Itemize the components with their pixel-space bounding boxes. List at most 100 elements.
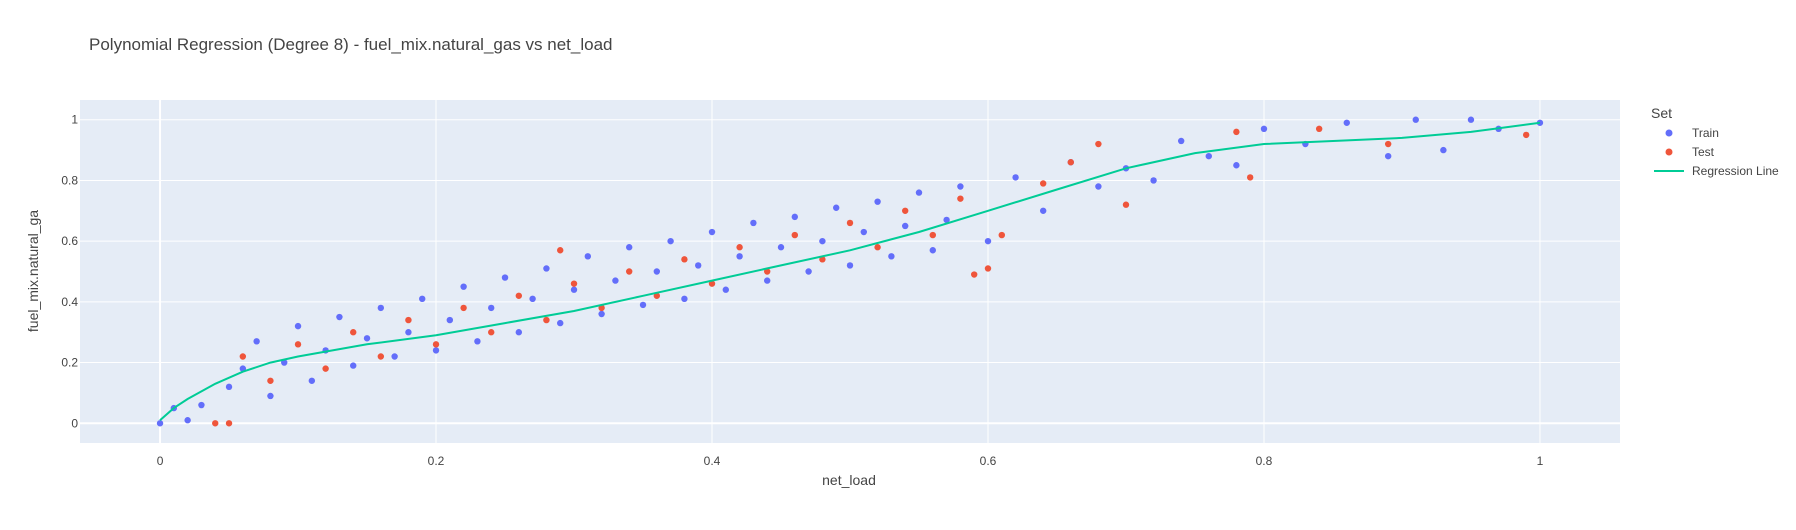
test-point	[488, 329, 495, 336]
test-point	[653, 292, 661, 299]
train-point	[888, 253, 895, 260]
test-point	[791, 231, 799, 239]
train-point	[1343, 119, 1350, 126]
test-point	[874, 244, 881, 251]
train-point	[1440, 146, 1447, 154]
regression-layer	[159, 121, 1541, 421]
regression-line	[159, 121, 1541, 421]
train-point	[612, 277, 619, 284]
test-point	[377, 353, 385, 360]
test-point	[819, 256, 826, 263]
train-point	[708, 228, 716, 236]
test-point	[598, 304, 605, 312]
train-point	[1177, 137, 1185, 145]
train-point	[860, 228, 867, 236]
train-point	[419, 295, 426, 303]
legend-swatch-marker	[1665, 148, 1673, 156]
legend-items: Train Test Regression Line	[1654, 126, 1779, 178]
train-point	[515, 329, 523, 336]
y-tick-label: 0	[71, 416, 78, 430]
legend-label: Regression Line	[1692, 164, 1779, 178]
train-point	[667, 237, 674, 245]
train-point	[570, 286, 578, 293]
train-point	[405, 329, 412, 336]
train-point	[819, 237, 826, 245]
test-point	[957, 195, 964, 202]
plot-background	[80, 100, 1620, 443]
test-point	[1067, 159, 1074, 166]
train-point	[833, 204, 840, 211]
test-point	[970, 271, 978, 278]
test-point	[239, 353, 247, 360]
train-point	[901, 222, 909, 230]
test-point	[1122, 201, 1130, 208]
y-tick-label: 0.2	[61, 356, 78, 370]
x-tick-label: 0.2	[428, 454, 445, 468]
test-point	[322, 365, 329, 372]
test-point	[267, 377, 274, 384]
test-point	[626, 268, 633, 275]
train-point	[1233, 162, 1240, 169]
train-point	[1095, 183, 1102, 190]
x-tick-label: 0.6	[980, 454, 997, 468]
test-point	[681, 256, 688, 263]
train-point	[929, 247, 936, 254]
train-point	[377, 304, 385, 312]
x-tick-label: 0.8	[1256, 454, 1273, 468]
test-point	[998, 231, 1005, 239]
train-point	[460, 283, 467, 290]
test-point	[1095, 140, 1102, 148]
train-point	[184, 417, 191, 424]
train-point	[957, 183, 964, 190]
train-point	[350, 362, 357, 369]
test-point	[405, 316, 412, 324]
test-point	[460, 304, 467, 312]
train-point	[1039, 207, 1047, 214]
tick-labels: 0 0.2 0.4 0.6 0.8 1 0 0.2 0.4 0.6 0.8 1	[61, 113, 1543, 468]
train-point	[1467, 116, 1475, 123]
test-point	[1246, 174, 1254, 181]
train-point	[543, 265, 550, 272]
test-point	[846, 219, 854, 227]
train-point	[805, 268, 812, 275]
train-point	[432, 347, 440, 354]
x-axis-label: net_load	[822, 472, 876, 488]
test-point	[212, 420, 219, 427]
train-point	[722, 286, 730, 293]
y-tick-label: 0.8	[61, 173, 78, 187]
x-tick-label: 0.4	[704, 454, 721, 468]
test-point	[1315, 125, 1323, 133]
train-point	[446, 316, 454, 324]
legend-label: Test	[1692, 145, 1715, 159]
test-point	[929, 231, 936, 239]
train-point	[1205, 152, 1212, 160]
test-point	[294, 341, 302, 348]
train-point	[736, 253, 743, 260]
train-point	[943, 216, 950, 224]
train-point	[681, 295, 688, 303]
legend-swatch-marker	[1665, 129, 1673, 137]
test-point	[543, 316, 550, 324]
train-point	[791, 213, 799, 221]
train-point	[1150, 177, 1157, 184]
train-point	[1012, 174, 1019, 181]
legend-title: Set	[1651, 105, 1672, 121]
train-point	[474, 338, 481, 345]
test-point	[1039, 180, 1047, 187]
test-point	[432, 341, 440, 348]
train-point	[846, 262, 854, 269]
test-point	[1384, 140, 1392, 148]
legend-label: Train	[1692, 126, 1719, 140]
train-point	[308, 377, 316, 384]
train-point	[488, 304, 495, 312]
test-point	[708, 280, 716, 287]
y-tick-label: 1	[71, 113, 78, 127]
test-point	[1233, 128, 1240, 136]
train-point	[639, 301, 647, 309]
chart-title: Polynomial Regression (Degree 8) - fuel_…	[89, 35, 613, 54]
test-point	[225, 420, 233, 427]
test-point	[570, 280, 578, 287]
train-point	[750, 219, 757, 227]
